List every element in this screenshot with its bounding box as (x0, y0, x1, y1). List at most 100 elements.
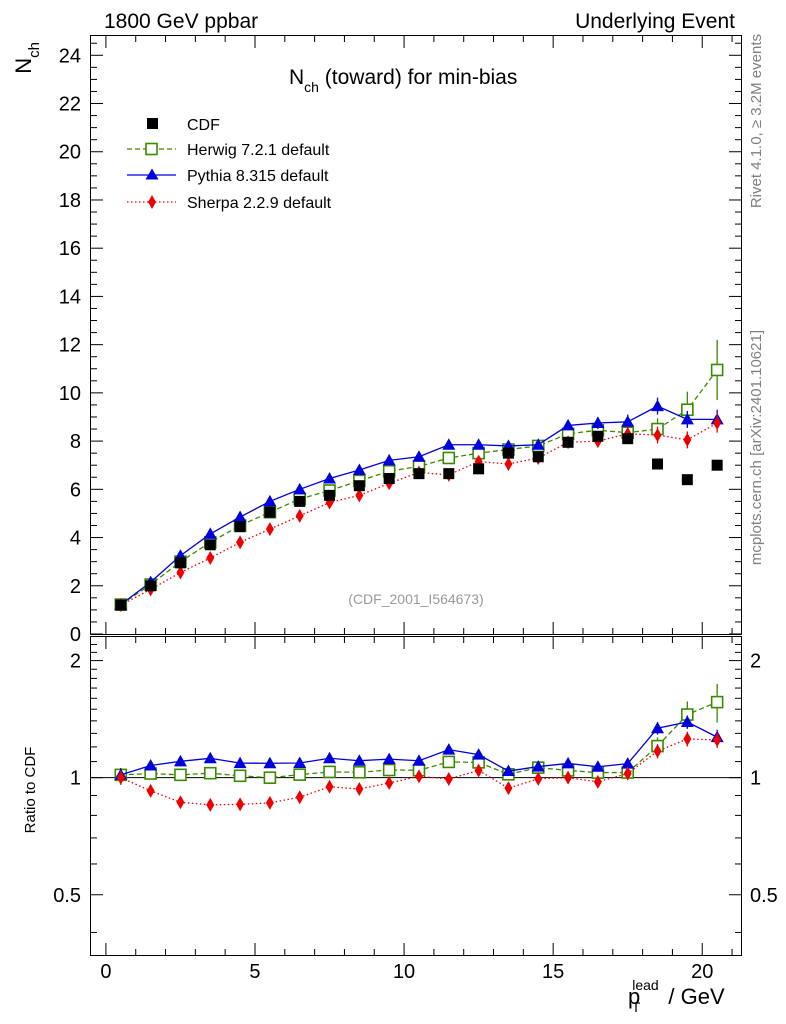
cdf-point (502, 447, 514, 459)
cdf-point (174, 557, 186, 569)
herwig-point (442, 451, 456, 465)
legend-marker-sherpa (148, 195, 156, 209)
cdf-point (115, 599, 127, 611)
cdf-point (324, 489, 336, 501)
header-left: 1800 GeV ppbar (104, 10, 258, 33)
y-tick-label: 8 (70, 431, 81, 453)
y-axis-label: Nch (11, 42, 43, 74)
sherpa-ratio-point (385, 776, 394, 791)
cdf-point (353, 480, 365, 492)
pythia-ratio-point (680, 715, 694, 727)
legend-label-herwig: Herwig 7.2.1 default (187, 142, 330, 159)
sherpa-line (120, 422, 718, 606)
sherpa-ratio-point (176, 795, 185, 810)
sherpa-point (653, 428, 662, 443)
sherpa-point (176, 565, 185, 580)
ratio-y-axis-label: Ratio to CDF (22, 747, 39, 834)
pythia-ratio-point (651, 721, 665, 734)
cdf-point (592, 430, 604, 442)
y-tick-label: 4 (70, 528, 81, 550)
cdf-point (145, 580, 157, 592)
sherpa-ratio-point (474, 763, 483, 778)
cdf-point (413, 468, 425, 480)
pythia-point (651, 399, 665, 412)
sherpa-ratio-point (713, 732, 722, 747)
pythia-ratio-point (442, 743, 456, 755)
pythia-ratio-point (412, 754, 426, 766)
y-tick-label: 14 (59, 286, 81, 308)
sherpa-point (355, 488, 364, 503)
x-tick-label: 10 (393, 961, 415, 983)
sherpa-ratio-point (593, 774, 602, 789)
pythia-point (323, 471, 337, 484)
legend-marker-pythia (145, 168, 159, 180)
y-tick-label: 24 (59, 45, 81, 67)
pythia-ratio-point (203, 751, 217, 764)
cdf-point (383, 472, 395, 484)
cdf-point (711, 459, 723, 471)
cdf-point (532, 451, 544, 463)
rivet-label: Rivet 4.1.0, ≥ 3.2M events (748, 34, 765, 208)
ratio-tick-label-left: 2 (70, 651, 81, 673)
analysis-tag: (CDF_2001_I564673) (348, 591, 483, 607)
pythia-point (412, 450, 426, 462)
chart-title: Nch (toward) for min-bias (289, 66, 517, 95)
pythia-ratio-point (561, 756, 575, 769)
pythia-point (263, 494, 277, 507)
cdf-point (264, 506, 276, 518)
herwig-ratio-point (203, 766, 217, 780)
y-tick-label: 0 (70, 624, 81, 646)
ratio-tick-label-right: 2 (750, 651, 761, 673)
y-tick-label: 2 (70, 576, 81, 598)
sherpa-ratio-point (265, 795, 274, 810)
cdf-point (204, 539, 216, 551)
sherpa-ratio-point (414, 769, 423, 784)
legend-label-pythia: Pythia 8.315 default (187, 168, 329, 185)
x-tick-label: 5 (249, 961, 260, 983)
y-tick-label: 10 (59, 383, 81, 405)
main-frame (90, 35, 742, 635)
pythia-point (203, 527, 217, 539)
y-tick-label: 20 (59, 142, 81, 164)
sherpa-point (295, 508, 304, 523)
ratio-tick-label-right: 1 (750, 768, 761, 790)
sherpa-ratio-point (206, 797, 215, 812)
legend-label-cdf: CDF (187, 117, 220, 134)
pythia-point (442, 438, 456, 450)
pythia-ratio-point (531, 760, 545, 772)
herwig-ratio-point (353, 765, 366, 779)
y-tick-label: 6 (70, 479, 81, 501)
pythia-point (591, 416, 605, 429)
sherpa-ratio-point (116, 770, 125, 785)
sherpa-ratio-point (564, 770, 573, 785)
cdf-point (234, 521, 246, 533)
sherpa-ratio-point (504, 781, 513, 796)
pythia-ratio-point (621, 757, 635, 769)
herwig-ratio-point (382, 763, 396, 777)
ratio-frame (90, 636, 742, 956)
cdf-point (473, 463, 485, 475)
herwig-ratio-point (710, 695, 724, 709)
sherpa-ratio-point (444, 771, 453, 786)
herwig-ratio-point (174, 768, 187, 782)
pythia-point (561, 418, 575, 431)
x-tick-label: 20 (691, 961, 713, 983)
x-tick-label: 0 (100, 961, 111, 983)
sherpa-ratio-point (236, 797, 245, 812)
x-tick-label: 15 (542, 961, 564, 983)
sherpa-ratio-point (325, 779, 334, 794)
pythia-ratio-point (323, 751, 337, 764)
pythia-point (233, 510, 247, 523)
pythia-point (382, 453, 396, 466)
y-tick-label: 16 (59, 238, 81, 260)
sherpa-point (265, 522, 274, 537)
mcplots-label: mcplots.cern.ch [arXiv:2401.10621] (748, 330, 765, 565)
sherpa-ratio-point (683, 731, 692, 746)
sherpa-point (683, 432, 692, 447)
y-tick-label: 12 (59, 335, 81, 357)
y-tick-label: 18 (59, 190, 81, 212)
ratio-tick-label-left: 0.5 (53, 885, 81, 907)
sherpa-ratio-point (623, 766, 632, 781)
pythia-point (293, 482, 307, 495)
